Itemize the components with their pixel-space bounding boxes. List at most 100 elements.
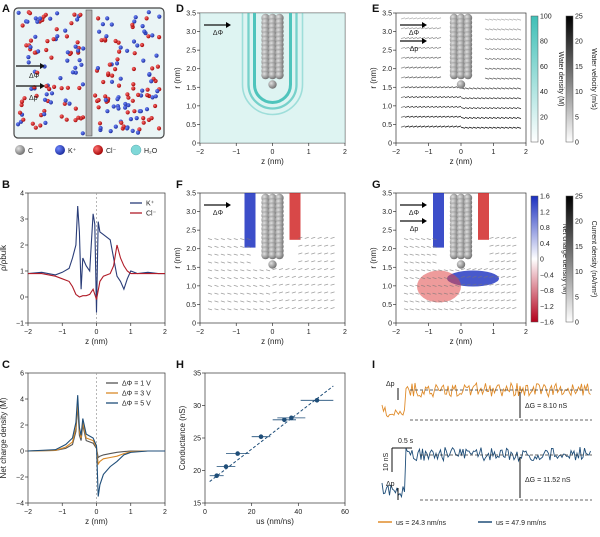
x-tick-label: 0 — [271, 329, 275, 336]
current-arrow — [438, 284, 443, 287]
velocity-arrow — [436, 105, 442, 108]
current-arrow — [409, 277, 414, 280]
current-arrow — [500, 244, 506, 247]
current-arrow — [477, 307, 483, 310]
colorbar-label: Net charge density (M) — [561, 224, 568, 295]
driving-force-label: ΔΦ — [409, 30, 420, 37]
current-arrow — [426, 253, 431, 256]
chloride-ion — [72, 12, 77, 17]
velocity-arrow — [516, 28, 522, 31]
current-arrow — [420, 277, 426, 280]
potassium-ion — [150, 33, 155, 38]
current-arrow — [455, 284, 460, 287]
velocity-arrow — [408, 66, 414, 69]
current-arrow — [500, 299, 506, 302]
potassium-ion — [77, 58, 82, 63]
current-arrow — [432, 284, 437, 287]
velocity-arrow — [512, 107, 518, 110]
velocity-arrow — [488, 57, 494, 60]
colorbar-tick: 1.6 — [540, 194, 550, 201]
chloride-ion — [141, 116, 146, 121]
velocity-arrow — [400, 76, 406, 79]
velocity-arrow — [516, 77, 522, 80]
current-arrow — [330, 236, 335, 239]
current-arrow — [265, 284, 271, 287]
x-tick-label: 1 — [307, 149, 311, 156]
current-arrow — [500, 268, 506, 271]
velocity-arrow — [412, 96, 418, 99]
velocity-arrow — [500, 38, 506, 41]
current-arrow — [311, 291, 316, 294]
velocity-arrow — [404, 37, 410, 40]
velocity-arrow — [516, 38, 522, 41]
chloride-ion — [62, 101, 67, 106]
current-arrow — [207, 269, 213, 272]
x-tick-label: −2 — [196, 329, 204, 336]
y-tick-label: 0 — [20, 449, 24, 456]
current-arrow — [214, 300, 219, 303]
current-arrow — [220, 277, 226, 280]
chloride-ion — [44, 84, 49, 89]
x-axis-label: z (nm) — [261, 337, 284, 346]
current-arrow — [489, 236, 494, 239]
y-tick-label: 1.5 — [382, 265, 392, 272]
carbon-bead — [456, 80, 466, 89]
potassium-ion — [80, 82, 85, 87]
y-axis-label: Net charge density (M) — [0, 397, 8, 478]
colorbar-label: Current density (nA/nm²) — [590, 221, 597, 298]
current-arrow — [278, 299, 284, 302]
velocity-arrow — [420, 76, 426, 79]
current-arrow — [415, 284, 420, 287]
potassium-ion — [55, 34, 60, 39]
y-tick-label: 1.0 — [382, 103, 392, 110]
chloride-ion — [49, 55, 54, 60]
current-arrow — [426, 269, 431, 272]
y-tick-label: 1.5 — [186, 85, 196, 92]
velocity-arrow — [424, 46, 430, 49]
current-arrow — [403, 253, 409, 256]
x-tick-label: 20 — [248, 509, 256, 516]
velocity-arrow — [512, 77, 518, 80]
panel-a-legend: C K⁺ Cl⁻ H₂O — [15, 144, 158, 156]
current-arrow — [512, 275, 517, 278]
panel-d-water-density: −2 −1 0 1 2 0 0.5 1.0 1.5 2.0 2.5 3.0 3.5 z (nm) r (nm… — [173, 11, 347, 167]
current-arrow — [500, 291, 506, 294]
potassium-ion — [73, 44, 78, 49]
current-arrow — [272, 283, 277, 286]
chloride-ion — [59, 114, 64, 119]
potassium-ion — [115, 97, 120, 102]
colorbar-water-density: 100 80 60 40 20 0 Water density (M) — [530, 14, 564, 147]
potassium-ion — [36, 49, 41, 54]
current-arrow — [233, 300, 238, 303]
current-arrow — [214, 245, 219, 248]
driving-force-label: Δp — [410, 226, 419, 233]
panel-letters: A B C D E F G H I — [2, 3, 381, 371]
potassium-legend-icon — [55, 145, 65, 155]
chloride-ion — [46, 86, 52, 91]
chloride-ion — [137, 127, 142, 132]
potassium-ion — [35, 19, 40, 24]
current-arrow — [253, 300, 258, 303]
current-arrow — [265, 292, 271, 295]
arrow-head-icon — [422, 22, 427, 28]
current-arrow — [311, 299, 316, 302]
colorbar-gradient — [565, 15, 574, 143]
current-arrow — [495, 260, 500, 263]
chloride-ion — [131, 86, 136, 91]
velocity-arrow — [432, 17, 438, 20]
chloride-ion — [77, 85, 82, 91]
driving-force-label: Δp — [410, 46, 419, 53]
current-arrow — [443, 292, 449, 295]
data-point — [314, 398, 320, 403]
x-tick-label: −1 — [425, 149, 433, 156]
colorbar-current-density: 25 20 15 10 5 0 Current density (nA/nm²) — [565, 194, 597, 327]
velocity-arrow — [400, 66, 406, 69]
velocity-arrow — [464, 126, 470, 129]
velocity-arrow — [496, 28, 502, 31]
current-arrow — [233, 238, 238, 241]
potassium-ion — [157, 14, 162, 19]
velocity-arrow — [488, 116, 494, 119]
current-arrow — [317, 299, 322, 302]
current-arrow — [449, 284, 454, 287]
potassium-ion — [144, 107, 150, 112]
